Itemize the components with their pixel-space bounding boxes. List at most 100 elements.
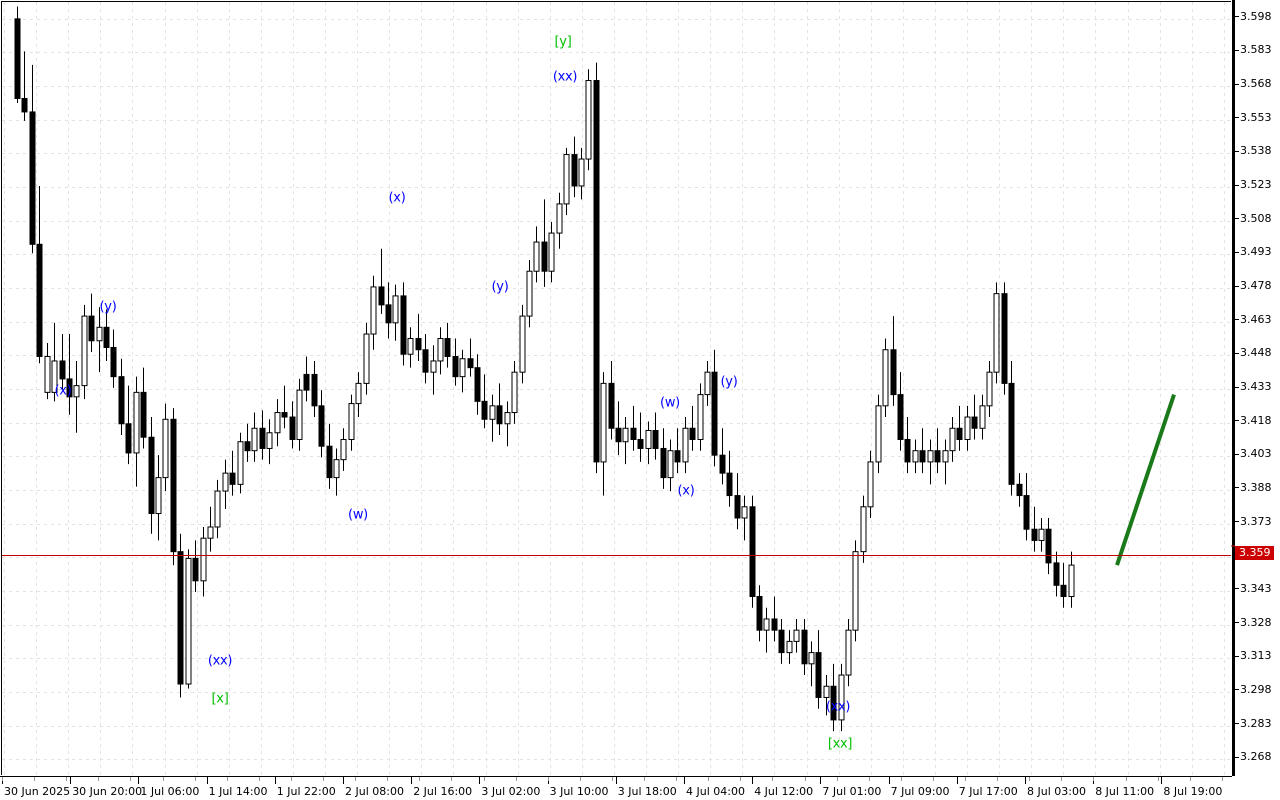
candle — [763, 618, 770, 631]
price-tick-label: 3.598 — [1235, 10, 1280, 23]
time-tick-dash — [206, 777, 208, 784]
price-tick-text: 3.403 — [1240, 447, 1272, 461]
candle — [1023, 495, 1030, 530]
price-tick-label: 3.493 — [1235, 246, 1280, 258]
time-minor-tick — [644, 777, 645, 781]
wave-label-xx: (xx) — [552, 69, 578, 85]
candle — [51, 360, 58, 393]
time-minor-tick — [291, 777, 292, 781]
price-tick-dash — [1235, 117, 1239, 119]
candle — [571, 154, 578, 187]
candle — [103, 326, 110, 348]
candle — [200, 537, 207, 582]
time-axis[interactable]: 30 Jun 2025 30 Jun 20:00 1 Jul 06:00 1 Jul … — [0, 776, 1232, 800]
candle — [964, 416, 971, 440]
candle — [526, 270, 533, 317]
candle — [118, 376, 125, 425]
plot-frame: (x) (y) (xx) [x] (w) (x) (y) [y] (xx) (w) (x) (y) (x… — [1, 1, 1231, 775]
candle — [541, 241, 548, 272]
wave-label-x: (x) — [54, 383, 72, 399]
price-tick-label: 3.448 — [1235, 347, 1280, 359]
candle — [585, 80, 592, 160]
time-minor-tick — [98, 777, 99, 781]
time-tick-label: 4 Jul 04:00 — [684, 777, 745, 798]
price-tick-dash — [1235, 285, 1239, 287]
candle — [1060, 584, 1067, 598]
time-tick-dash — [274, 777, 276, 784]
time-tick-label: 7 Jul 01:00 — [820, 777, 881, 798]
candle — [882, 349, 889, 407]
candle — [29, 111, 36, 245]
time-minor-tick — [1126, 777, 1127, 781]
candle — [741, 506, 748, 519]
price-axis[interactable]: 3.598 3.583 3.568 3.553 3.538 3.523 3.508 3.493… — [1231, 0, 1280, 776]
price-tick-dash — [1235, 352, 1239, 354]
candle — [667, 450, 674, 479]
forecast-trendline[interactable] — [2, 2, 1231, 775]
candle — [177, 551, 184, 685]
price-tick-dash — [1235, 622, 1239, 624]
time-tick-label: 7 Jul 09:00 — [888, 777, 950, 798]
wave-label-x: [x] — [211, 691, 229, 707]
price-tick-text: 3.388 — [1240, 480, 1272, 494]
price-tick-text: 3.493 — [1240, 245, 1272, 259]
candle — [21, 97, 28, 113]
candle — [838, 674, 845, 721]
candlestick-series[interactable] — [2, 2, 1231, 775]
price-tick-dash — [1235, 689, 1239, 691]
time-tick-text: 7 Jul 09:00 — [890, 785, 950, 798]
time-minor-tick — [1093, 777, 1094, 781]
time-tick-dash — [684, 777, 685, 784]
candle — [593, 80, 600, 463]
candle — [519, 315, 526, 373]
price-tick-text: 3.583 — [1240, 43, 1272, 57]
price-tick-dash — [1235, 150, 1239, 152]
price-tick-text: 3.478 — [1240, 279, 1272, 293]
forecast-line-segment — [1115, 393, 1176, 566]
price-tick-label: 3.583 — [1235, 44, 1280, 56]
candle — [88, 315, 95, 342]
candle — [890, 349, 897, 396]
price-tick-text: 3.283 — [1240, 716, 1272, 730]
time-tick-label: 30 Jun 2025 — [2, 777, 70, 798]
price-tick-text: 3.418 — [1240, 413, 1272, 427]
candle — [422, 349, 429, 373]
time-tick-dash — [343, 777, 344, 784]
candle — [927, 450, 934, 463]
candle — [214, 490, 221, 528]
candle — [600, 382, 607, 463]
time-tick-text: 1 Jul 14:00 — [208, 785, 268, 798]
price-tick-text: 3.568 — [1240, 77, 1272, 91]
candle — [81, 315, 88, 387]
time-minor-tick — [516, 777, 517, 781]
price-tick-text: 3.448 — [1240, 346, 1272, 360]
time-tick-dash — [70, 777, 72, 784]
time-tick-text: 4 Jul 04:00 — [686, 785, 745, 798]
candle — [756, 596, 763, 631]
candle — [303, 373, 310, 391]
price-tick-label: 3.463 — [1235, 313, 1280, 326]
candle — [392, 295, 399, 324]
current-price-value: 3.359 — [1239, 546, 1271, 560]
time-tick-dash — [888, 777, 890, 784]
candle — [548, 232, 555, 272]
candle — [185, 557, 192, 685]
candle — [44, 355, 51, 393]
wave-label-xx: (xx) — [207, 653, 233, 669]
candle — [348, 403, 355, 440]
candle — [801, 629, 808, 665]
candle — [66, 378, 73, 398]
price-tick-dash — [1235, 251, 1239, 253]
candle — [474, 367, 481, 402]
time-tick-label: 2 Jul 08:00 — [343, 777, 404, 798]
plot-area[interactable]: (x) (y) (xx) [x] (w) (x) (y) [y] (xx) (w) (x) (y) (x… — [2, 2, 1231, 775]
candle — [237, 441, 244, 485]
time-minor-tick — [612, 777, 613, 781]
price-tick-label: 3.343 — [1235, 582, 1280, 595]
price-tick-dash — [1235, 83, 1239, 85]
current-price-line — [2, 555, 1231, 556]
candle — [355, 382, 362, 405]
candle — [1008, 382, 1015, 485]
candle — [289, 416, 296, 440]
